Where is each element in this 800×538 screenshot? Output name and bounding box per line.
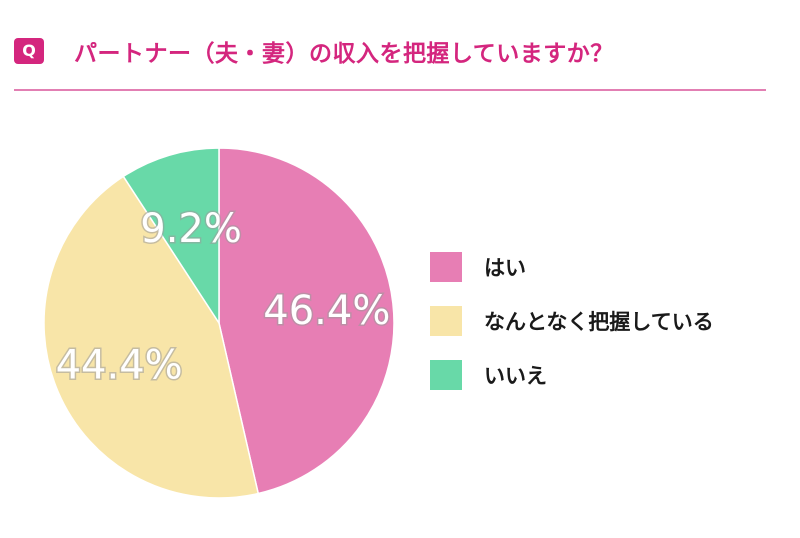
pie-slice-no — [122, 147, 220, 326]
legend-item-no: いいえ — [430, 360, 714, 390]
legend-item-yes: はい — [430, 252, 714, 282]
legend-swatch-somewhat — [430, 306, 462, 336]
pie-slice-yes — [218, 147, 395, 495]
legend-label-somewhat: なんとなく把握している — [484, 310, 714, 334]
legend-item-somewhat: なんとなく把握している — [430, 306, 714, 336]
pie-slice-somewhat — [43, 175, 260, 499]
question-badge: Q — [14, 38, 44, 64]
title-divider — [14, 89, 766, 91]
legend-label-no: いいえ — [484, 364, 547, 388]
pie-label-somewhat: 44.4% — [56, 342, 183, 388]
page-title: パートナー（夫・妻）の収入を把握していますか？ — [74, 41, 614, 67]
legend-label-yes: はい — [484, 256, 526, 280]
legend-swatch-no — [430, 360, 462, 390]
chart-legend: はい なんとなく把握している いいえ — [430, 252, 714, 414]
legend-swatch-yes — [430, 252, 462, 282]
pie-label-yes: 46.4% — [263, 288, 390, 334]
pie-label-no: 9.2% — [140, 206, 242, 252]
